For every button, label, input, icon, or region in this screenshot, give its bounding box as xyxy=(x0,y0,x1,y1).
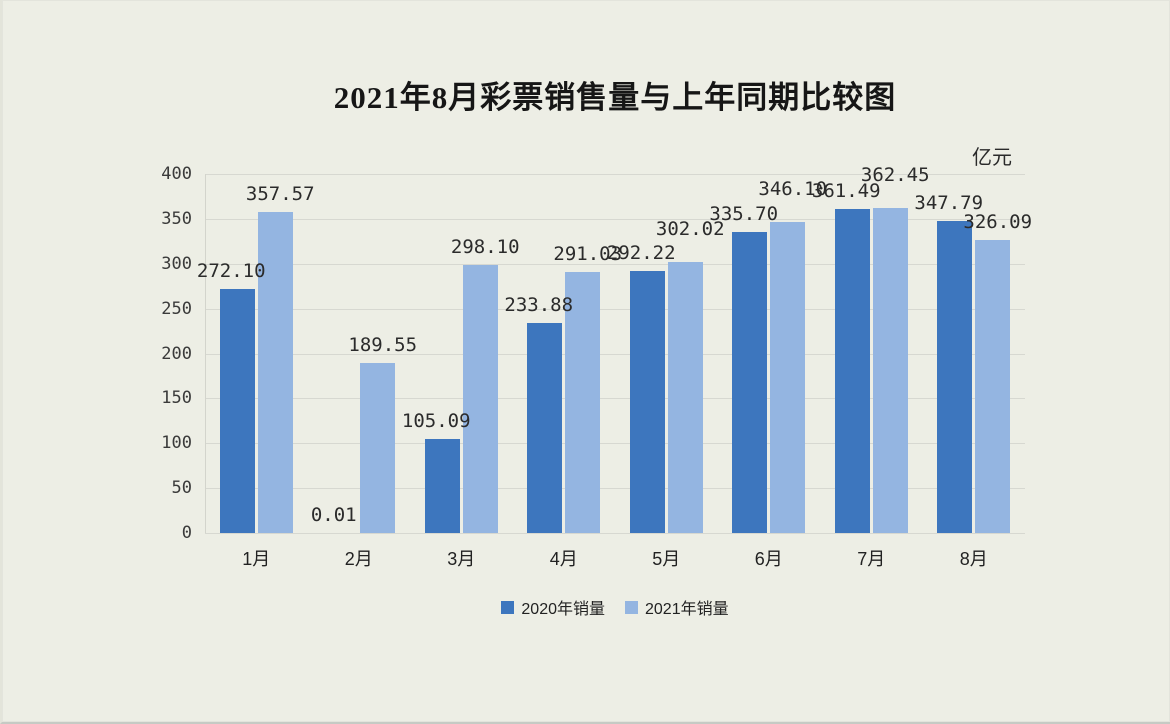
gridline xyxy=(205,353,1025,355)
gridline xyxy=(205,443,1025,445)
value-label-2020: 292.22 xyxy=(606,241,676,264)
y-axis-label: 300 xyxy=(161,253,192,274)
legend-item: 2021年销量 xyxy=(625,595,729,619)
value-label-2021: 326.09 xyxy=(963,211,1033,234)
legend-swatch-icon xyxy=(625,600,638,614)
gridline xyxy=(205,218,1025,220)
value-label-2020: 272.10 xyxy=(196,259,266,282)
value-label-2020: 347.79 xyxy=(914,191,984,214)
value-label-2021: 357.57 xyxy=(245,183,315,206)
bar-2020 xyxy=(219,288,255,533)
unit-label: 亿元 xyxy=(972,147,1012,169)
value-label-2021: 346.10 xyxy=(758,178,828,201)
value-label-2021: 291.03 xyxy=(553,242,623,265)
x-axis-label: 8月 xyxy=(959,549,988,569)
value-label-2021: 298.10 xyxy=(450,236,520,259)
gridline xyxy=(205,174,1025,175)
value-label-2020: 361.49 xyxy=(811,179,881,202)
x-axis-label: 6月 xyxy=(754,549,783,569)
legend-label: 2020年销量 xyxy=(521,601,605,618)
gridline xyxy=(205,488,1025,490)
bar-2020 xyxy=(732,231,768,533)
bar-2020 xyxy=(834,208,870,533)
x-axis-label: 3月 xyxy=(447,549,476,569)
legend-label: 2021年销量 xyxy=(645,601,729,618)
y-axis-label: 400 xyxy=(161,164,192,184)
y-axis-label: 250 xyxy=(161,298,192,319)
x-axis-label: 7月 xyxy=(857,549,886,569)
bar-2021 xyxy=(462,265,498,533)
y-axis-line xyxy=(205,174,206,533)
value-label-2020: 105.09 xyxy=(401,409,471,432)
bar-2021 xyxy=(360,362,396,533)
chart-title: 2021年8月彩票销售量与上年同期比较图 xyxy=(333,80,897,115)
value-label-2020: 233.88 xyxy=(504,294,574,317)
bar-2020 xyxy=(527,323,563,533)
x-axis-label: 5月 xyxy=(652,549,681,569)
x-axis-label: 4月 xyxy=(549,549,578,569)
value-label-2021: 189.55 xyxy=(348,333,418,356)
bar-2020 xyxy=(424,438,460,533)
y-axis-label: 350 xyxy=(161,208,192,229)
gridline xyxy=(205,308,1025,310)
bar-2020 xyxy=(937,220,973,533)
y-axis-label: 150 xyxy=(161,388,192,409)
y-axis-label: 100 xyxy=(161,433,192,454)
gridline xyxy=(205,398,1025,400)
bar-2021 xyxy=(975,240,1011,533)
legend-swatch-icon xyxy=(501,600,515,614)
y-axis-label: 50 xyxy=(171,478,192,499)
value-label-2020: 0.01 xyxy=(310,503,357,526)
bar-2020 xyxy=(629,270,665,533)
legend-item: 2020年销量 xyxy=(501,595,605,619)
bar-2021 xyxy=(770,222,806,533)
gridline xyxy=(205,263,1025,265)
value-label-2020: 335.70 xyxy=(709,202,779,225)
y-axis-label: 0 xyxy=(181,523,192,543)
legend: 2020年销量 2021年销量 xyxy=(205,595,1025,619)
value-label-2021: 302.02 xyxy=(655,217,725,240)
gridline xyxy=(205,533,1025,534)
x-axis-label: 2月 xyxy=(344,549,373,569)
bar-2021 xyxy=(667,261,703,533)
bar-2021 xyxy=(872,207,908,533)
y-axis-label: 200 xyxy=(161,343,192,364)
bar-2021 xyxy=(257,212,293,533)
value-label-2021: 362.45 xyxy=(860,163,930,186)
x-axis-label: 1月 xyxy=(242,549,271,569)
bar-2021 xyxy=(565,271,601,533)
